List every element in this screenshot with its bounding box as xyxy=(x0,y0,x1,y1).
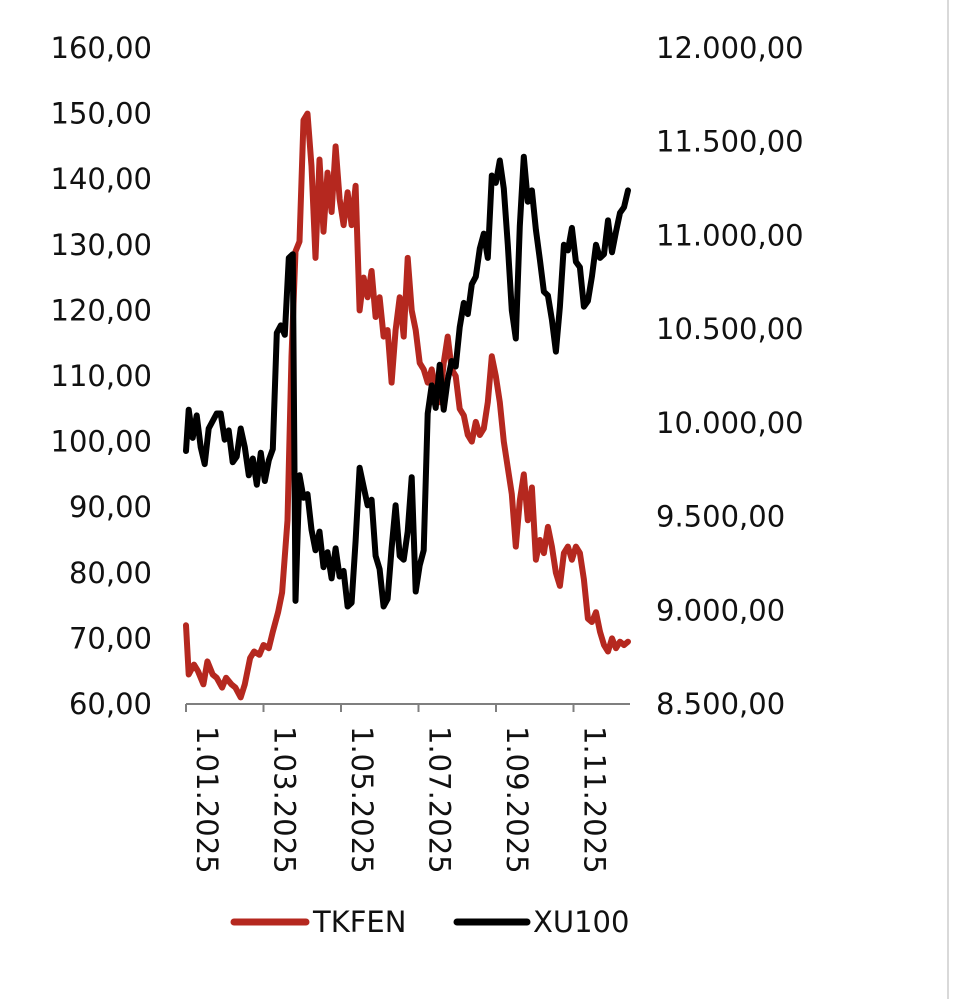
right-axis-tick-label: 10.000,00 xyxy=(656,406,804,440)
series-line-xu100 xyxy=(183,153,631,610)
right-axis-tick-label: 10.500,00 xyxy=(656,312,804,346)
right-axis-tick-label: 11.000,00 xyxy=(656,218,804,252)
left-axis-tick-label: 60,00 xyxy=(69,687,152,721)
left-axis-tick-label: 140,00 xyxy=(51,162,152,196)
right-axis-tick-labels: 8.500,00 9.000,00 9.500,00 10.000,00 10.500,… xyxy=(656,31,804,721)
left-axis-tick-label: 90,00 xyxy=(69,490,152,524)
right-axis-tick-label: 9.500,00 xyxy=(656,500,785,534)
series-line-tkfen xyxy=(183,110,631,701)
left-axis-tick-label: 110,00 xyxy=(51,359,152,393)
x-axis-tick-label: 1.03.2025 xyxy=(268,726,302,874)
x-axis-tick-label: 1.09.2025 xyxy=(500,726,534,874)
left-axis-tick-labels: 60,00 70,00 80,00 90,00 100,00 110,00 120,00 13… xyxy=(51,31,152,721)
right-border xyxy=(947,0,949,999)
legend-label-xu100: XU100 xyxy=(533,905,629,939)
left-axis-tick-label: 80,00 xyxy=(69,556,152,590)
x-axis-tick-label: 1.01.2025 xyxy=(190,726,224,874)
series-lines xyxy=(183,110,631,701)
right-axis-tick-label: 9.000,00 xyxy=(656,593,785,627)
right-axis-tick-label: 8.500,00 xyxy=(656,687,785,721)
x-axis-tick-label: 1.07.2025 xyxy=(423,726,457,874)
x-axis-tick-label: 1.05.2025 xyxy=(345,726,379,874)
left-axis-tick-label: 70,00 xyxy=(69,621,152,655)
right-axis-tick-label: 11.500,00 xyxy=(656,125,804,159)
left-axis-tick-label: 130,00 xyxy=(51,228,152,262)
left-axis-tick-label: 100,00 xyxy=(51,425,152,459)
x-axis-tick-label: 1.11.2025 xyxy=(578,726,612,874)
legend: TKFEN XU100 xyxy=(230,905,629,939)
right-axis-tick-label: 12.000,00 xyxy=(656,31,804,65)
left-axis-tick-label: 160,00 xyxy=(51,31,152,65)
left-axis-tick-label: 120,00 xyxy=(51,293,152,327)
legend-label-tkfen: TKFEN xyxy=(312,905,406,939)
left-axis-tick-label: 150,00 xyxy=(51,97,152,131)
x-axis-ticks: 1.01.2025 1.03.2025 1.05.2025 1.07.2025 1.09… xyxy=(185,704,612,874)
